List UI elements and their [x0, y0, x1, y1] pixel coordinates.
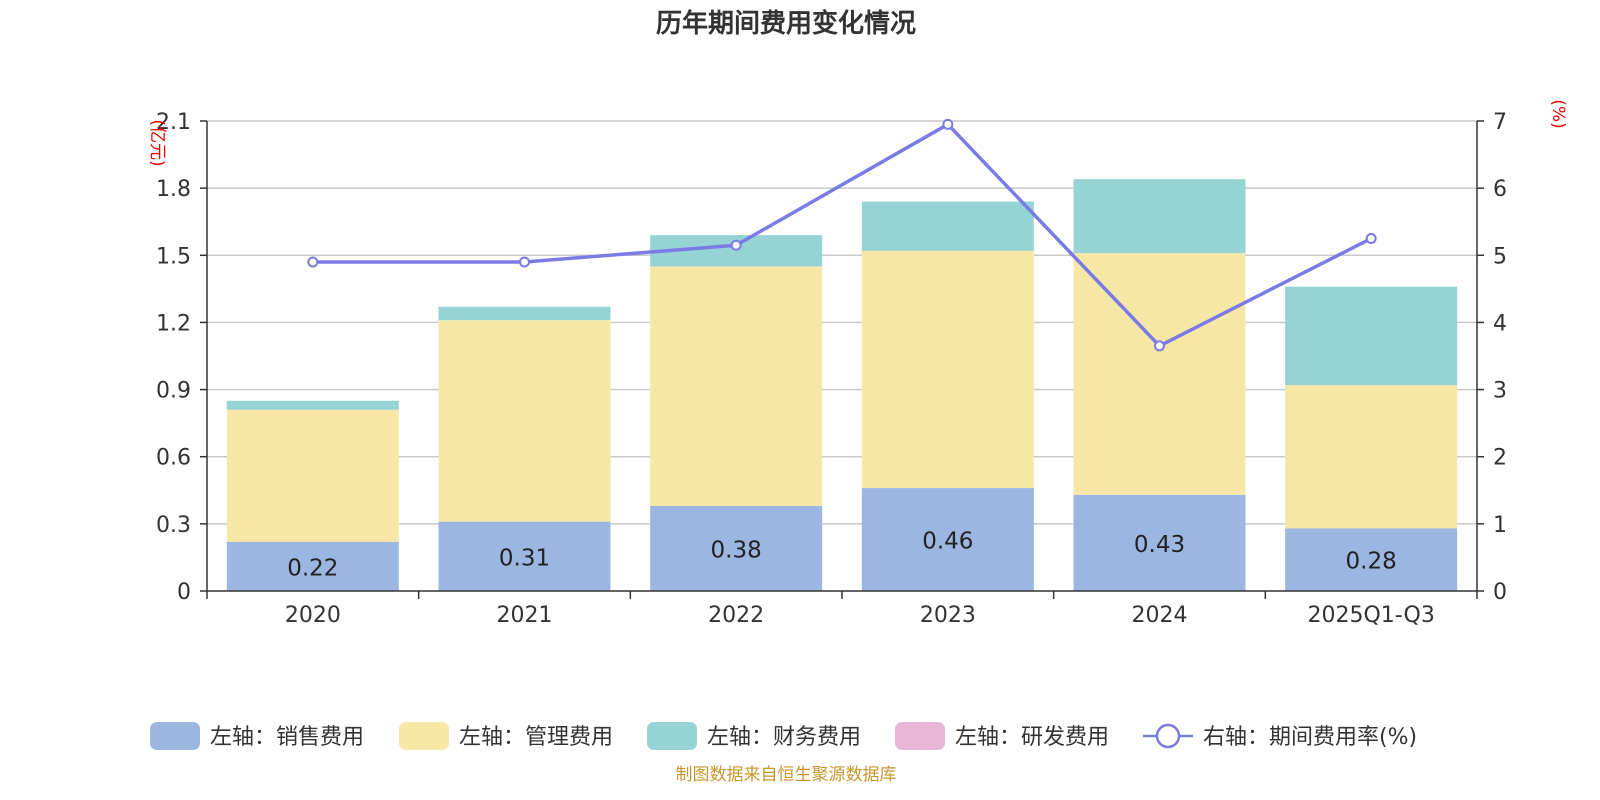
bar-segment [861, 201, 1034, 251]
rate-point [1154, 340, 1165, 352]
left-tick-label: 2.1 [156, 110, 191, 135]
bars [226, 179, 1458, 591]
bar-segment [861, 250, 1034, 489]
bar-value-label: 0.43 [1134, 532, 1185, 558]
left-tick-label: 0.6 [156, 446, 191, 471]
x-tick-label: 2025Q1-Q3 [1307, 603, 1434, 628]
right-tick-label: 3 [1493, 379, 1507, 404]
bar-segment [650, 505, 823, 591]
legend-label: 左轴：研发费用 [955, 725, 1109, 750]
bar-labels: 0.22 0.31 0.38 0.46 0.43 0.28 [287, 529, 1397, 582]
right-tick-label: 7 [1493, 110, 1507, 135]
bar-segment [226, 541, 399, 591]
bar-value-label: 0.22 [287, 555, 338, 581]
legend-label: 右轴：期间费用率(%) [1203, 725, 1417, 750]
right-tick-label: 4 [1493, 311, 1507, 336]
legend-swatch [399, 722, 449, 750]
bar-segment [1285, 385, 1458, 529]
rate-point [307, 256, 319, 268]
legend-label: 左轴：销售费用 [210, 725, 364, 750]
legend-swatch [150, 722, 200, 750]
x-tick-label: 2024 [1132, 603, 1188, 628]
x-tick-label: 2022 [708, 603, 764, 628]
rate-point [519, 256, 530, 268]
left-tick-label: 0.3 [156, 513, 191, 538]
right-tick-label: 1 [1493, 513, 1507, 538]
axes: 0 0.3 0.6 0.9 1.2 1.5 1.8 2.1 0 1 2 3 4 5 6 7 2020 2021 20… [156, 110, 1507, 628]
source-note: 制图数据来自恒生聚源数据库 [676, 765, 897, 785]
right-tick-label: 2 [1493, 446, 1507, 471]
left-tick-label: 1.5 [156, 244, 191, 269]
bar-segment [1073, 494, 1246, 591]
bar-segment [438, 521, 611, 591]
left-axis-unit: (亿元) [147, 119, 167, 166]
left-tick-label: 0 [177, 580, 191, 605]
left-tick-label: 1.8 [156, 177, 191, 202]
x-tick-label: 2023 [920, 603, 976, 628]
bar-segment [1073, 179, 1246, 254]
legend-label: 左轴：管理费用 [459, 725, 613, 750]
rate-point [730, 239, 742, 251]
grid-lines [207, 120, 1477, 525]
legend-swatch [895, 722, 945, 750]
chart-title: 历年期间费用变化情况 [656, 8, 916, 39]
bar-segment [1285, 286, 1458, 386]
right-tick-label: 0 [1493, 580, 1507, 605]
right-tick-label: 5 [1493, 244, 1507, 269]
x-tick-label: 2021 [497, 603, 553, 628]
bar-segment [226, 409, 399, 542]
rate-point [942, 118, 954, 130]
left-tick-label: 1.2 [156, 311, 191, 336]
bar-segment [438, 320, 611, 522]
bar-segment [650, 266, 823, 506]
bar-segment [861, 488, 1034, 591]
legend: 左轴：销售费用 左轴：管理费用 左轴：财务费用 左轴：研发费用 右轴：期间费用率(%) [150, 722, 1417, 750]
legend-swatch [647, 722, 697, 750]
bar-segment [438, 306, 611, 321]
rate-line [307, 118, 1377, 352]
legend-label: 左轴：财务费用 [707, 725, 861, 750]
rate-point [1365, 233, 1377, 244]
left-tick-label: 0.9 [156, 379, 191, 404]
bar-value-label: 0.46 [922, 529, 973, 555]
bar-segment [1073, 253, 1246, 495]
x-tick-label: 2020 [285, 603, 341, 628]
bar-segment [226, 400, 399, 410]
rate-line-path [312, 122, 1372, 348]
bar-segment [1285, 528, 1458, 591]
right-tick-label: 6 [1493, 177, 1507, 202]
bar-value-label: 0.38 [711, 537, 762, 563]
right-axis-unit: (%) [1548, 99, 1568, 128]
bar-value-label: 0.31 [499, 545, 550, 571]
legend-point-swatch [1155, 723, 1181, 749]
bar-value-label: 0.28 [1346, 549, 1397, 575]
